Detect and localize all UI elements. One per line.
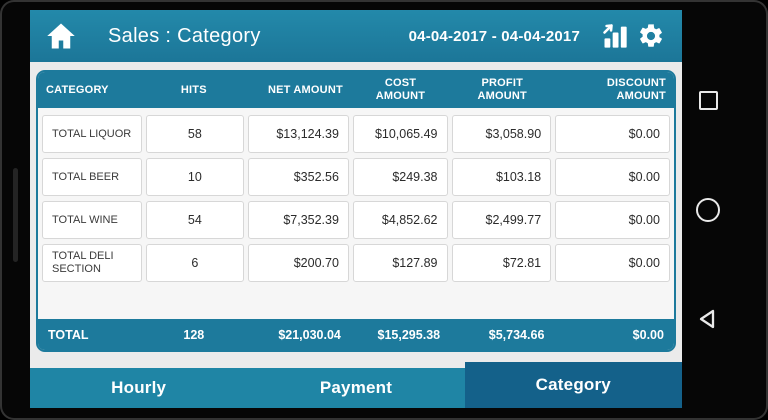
cell-hits: 58 [145, 115, 245, 153]
cell-net: $13,124.39 [248, 115, 349, 153]
cell-category: TOTAL DELI SECTION [42, 244, 142, 282]
cell-net: $352.56 [248, 158, 349, 196]
cell-profit: $3,058.90 [451, 115, 552, 153]
cell-discount: $0.00 [555, 158, 670, 196]
volume-button [13, 168, 18, 262]
table-header-row: CATEGORY HITS NET AMOUNT COST AMOUNT PROFIT … [38, 72, 674, 108]
page-title: Sales : Category [108, 24, 261, 47]
gear-icon [640, 24, 662, 47]
bar-chart-trend-icon [603, 24, 627, 48]
bottom-tab-bar: Hourly Payment Category [30, 362, 682, 408]
table-row: TOTAL BEER 10 $352.56 $249.38 $103.18 $0.00 [40, 158, 672, 196]
total-cell-category: TOTAL [48, 327, 89, 342]
total-cell-profit: $5,734.66 [488, 327, 545, 342]
total-cell-discount: $0.00 [632, 327, 664, 342]
tab-category[interactable]: Category [464, 362, 682, 408]
cell-profit: $2,499.77 [451, 201, 552, 239]
header-cell-discount: DISCOUNT AMOUNT [606, 77, 666, 102]
cell-discount: $0.00 [555, 244, 670, 282]
table-body: TOTAL LIQUOR 58 $13,124.39 $10,065.49 $3,058… [38, 108, 674, 319]
header-cell-hits: HITS [180, 83, 207, 96]
cell-cost: $127.89 [352, 244, 448, 282]
home-icon [47, 23, 75, 49]
home-nav-button[interactable] [696, 198, 720, 222]
home-button[interactable] [44, 20, 78, 52]
settings-button[interactable] [634, 20, 668, 52]
cell-discount: $0.00 [555, 201, 670, 239]
app-screen: Sales : Category 04-04-2017 - 04-04-2017 [30, 10, 682, 408]
recents-button[interactable] [699, 91, 718, 110]
cell-category: TOTAL BEER [42, 158, 142, 196]
tab-payment[interactable]: Payment [247, 368, 465, 408]
category-sales-table: CATEGORY HITS NET AMOUNT COST AMOUNT PROFIT … [36, 70, 676, 352]
cell-profit: $72.81 [451, 244, 552, 282]
cell-discount: $0.00 [555, 115, 670, 153]
table-row: TOTAL LIQUOR 58 $13,124.39 $10,065.49 $3,058… [40, 115, 672, 153]
cell-hits: 54 [145, 201, 245, 239]
cell-profit: $103.18 [451, 158, 552, 196]
cell-category: TOTAL WINE [42, 201, 142, 239]
total-cell-net: $21,030.04 [278, 327, 341, 342]
cell-cost: $10,065.49 [352, 115, 448, 153]
date-range[interactable]: 04-04-2017 - 04-04-2017 [408, 27, 580, 45]
total-cell-cost: $15,295.38 [377, 327, 441, 342]
app-header: Sales : Category 04-04-2017 - 04-04-2017 [30, 10, 682, 62]
header-cell-net: NET AMOUNT [267, 83, 343, 96]
cell-cost: $249.38 [352, 158, 448, 196]
report-chart-button[interactable] [598, 20, 632, 52]
table-row: TOTAL WINE 54 $7,352.39 $4,852.62 $2,499.77 $… [40, 201, 672, 239]
cell-cost: $4,852.62 [352, 201, 448, 239]
cell-category: TOTAL LIQUOR [42, 115, 142, 153]
total-cell-hits: 128 [183, 327, 205, 342]
header-cell-cost: COST AMOUNT [375, 77, 426, 102]
table-total-row: TOTAL 128 $21,030.04 $15,295.38 $5,734.66 $0.… [38, 319, 674, 350]
header-cell-category: CATEGORY [46, 83, 109, 96]
cell-hits: 10 [145, 158, 245, 196]
table-row: TOTAL DELI SECTION 6 $200.70 $127.89 $72.81 $… [40, 244, 672, 282]
cell-net: $7,352.39 [248, 201, 349, 239]
report-content: CATEGORY HITS NET AMOUNT COST AMOUNT PROFIT … [30, 62, 682, 362]
back-button[interactable] [696, 307, 720, 331]
tab-hourly[interactable]: Hourly [30, 368, 248, 408]
header-cell-profit: PROFIT AMOUNT [477, 77, 527, 102]
cell-hits: 6 [145, 244, 245, 282]
cell-net: $200.70 [248, 244, 349, 282]
